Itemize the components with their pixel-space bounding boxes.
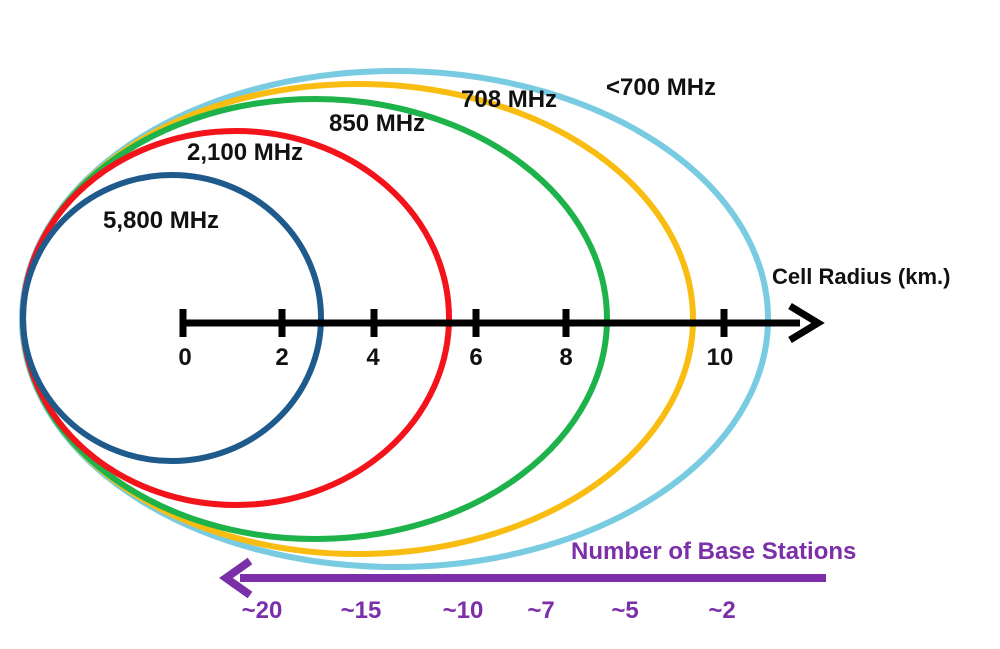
- axis-title: Cell Radius (km.): [772, 264, 950, 289]
- axis-tick-label: 8: [559, 344, 572, 371]
- base-stations-title: Number of Base Stations: [571, 538, 856, 565]
- base-station-count: ~2: [708, 597, 735, 624]
- base-stations-arrowhead: [219, 557, 253, 599]
- band-label-under-700: <700 MHz: [606, 74, 716, 101]
- base-station-count: ~5: [611, 597, 638, 624]
- ellipse-5800: [20, 172, 324, 464]
- base-station-count: ~15: [341, 597, 382, 624]
- axis-tick-label: 2: [275, 344, 288, 371]
- axis-tick-label: 0: [178, 344, 191, 371]
- base-station-count: ~20: [242, 597, 283, 624]
- band-label-5800: 5,800 MHz: [103, 207, 219, 234]
- band-label-708: 708 MHz: [461, 86, 557, 113]
- axis-tick-label: 4: [366, 344, 380, 371]
- band-label-2100: 2,100 MHz: [187, 139, 303, 166]
- band-label-850: 850 MHz: [329, 110, 425, 137]
- axis-tick-label: 10: [707, 344, 734, 371]
- base-station-count: ~7: [527, 597, 554, 624]
- axis-tick-label: 6: [469, 344, 482, 371]
- radius-axis-arrowhead: [788, 303, 825, 343]
- base-station-count: ~10: [443, 597, 484, 624]
